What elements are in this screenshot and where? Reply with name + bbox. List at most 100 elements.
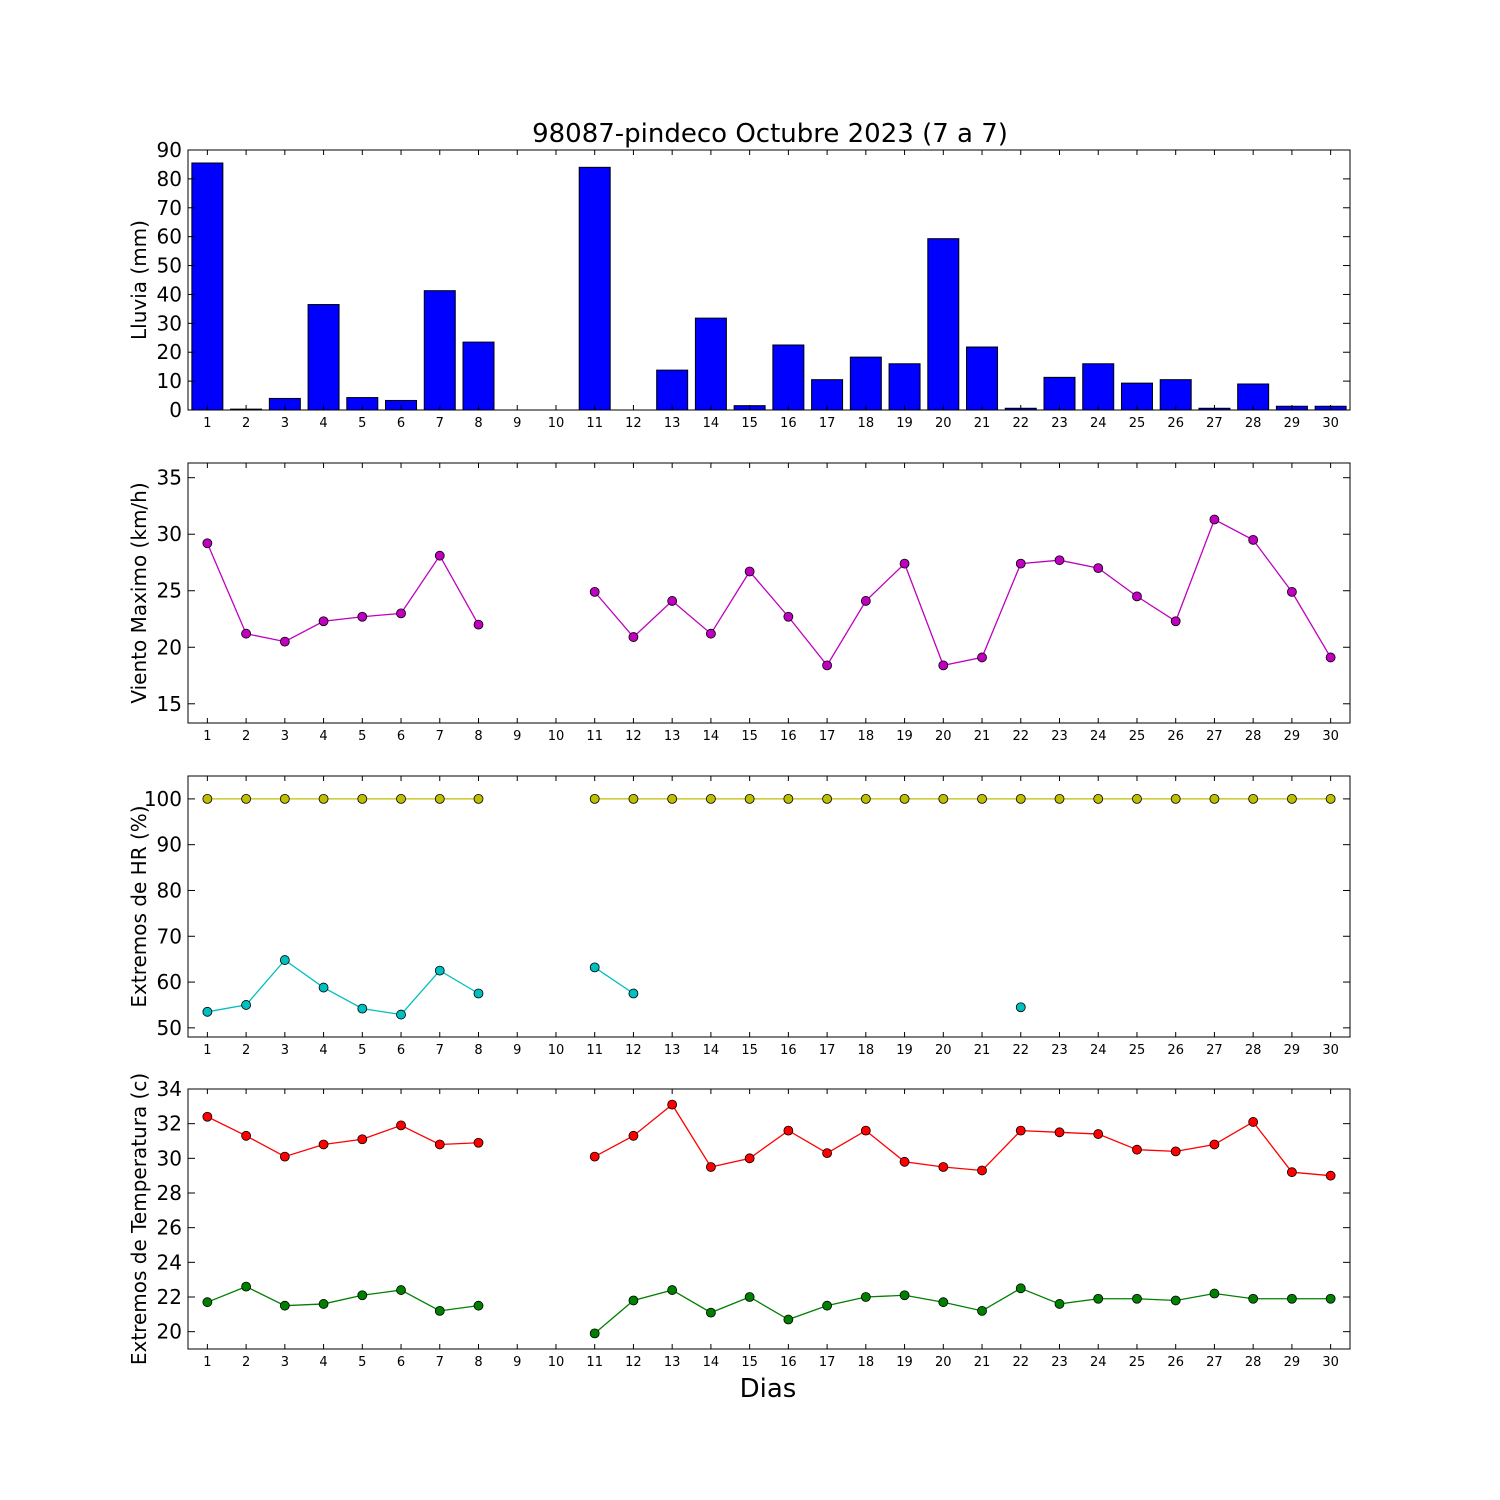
x-tick-label: 29 (1284, 1043, 1301, 1058)
series-2-point-day-13 (667, 1285, 678, 1295)
series-2-point-day-4 (318, 982, 329, 993)
series-2-point-day-29 (1287, 1293, 1297, 1304)
x-tick-label: 26 (1167, 1043, 1184, 1058)
series-2-line (594, 966, 634, 995)
x-tick-label: 18 (858, 416, 875, 431)
x-tick-label: 10 (548, 1355, 565, 1370)
series-2-point-day-26 (1170, 1295, 1181, 1306)
y-tick-label: 30 (157, 311, 182, 335)
series-1-point-day-23 (1054, 793, 1065, 804)
x-tick-label: 16 (780, 1043, 797, 1058)
x-tick-label: 11 (586, 416, 603, 431)
x-tick-label: 1 (203, 1355, 211, 1370)
series-2-point-day-8 (473, 1300, 484, 1311)
x-tick-label: 25 (1129, 1355, 1146, 1370)
series-2-point-day-18 (860, 1292, 871, 1302)
y-tick-label: 28 (157, 1181, 182, 1205)
x-tick-label: 9 (513, 1043, 521, 1058)
bar-day-7 (423, 290, 456, 410)
x-tick-label: 15 (741, 1355, 758, 1370)
series-1-point-day-18 (860, 793, 871, 804)
x-tick-label: 18 (858, 1043, 875, 1058)
series-2-point-day-22 (1015, 1283, 1026, 1294)
y-tick-label: 20 (157, 340, 182, 364)
series-2-point-day-30 (1325, 1293, 1336, 1304)
y-tick-label: 24 (157, 1250, 182, 1274)
x-tick-label: 12 (625, 416, 642, 431)
series-2-point-day-28 (1248, 1293, 1259, 1304)
y-tick-label: 50 (157, 254, 182, 278)
x-tick-label: 30 (1322, 729, 1339, 744)
x-tick-label: 21 (974, 1355, 991, 1370)
x-tick-label: 5 (358, 416, 366, 431)
series-2-line (207, 1285, 479, 1312)
series-1-point-day-16 (783, 793, 794, 804)
x-tick-label: 7 (436, 1043, 444, 1058)
y-tick-label: 80 (157, 167, 182, 191)
series-1-point-day-25 (1132, 591, 1142, 602)
x-tick-label: 2 (242, 416, 250, 431)
series-2-point-day-7 (434, 1305, 445, 1316)
y-tick-label: 60 (157, 225, 182, 249)
series-1-point-day-6 (396, 608, 406, 619)
x-tick-label: 29 (1284, 729, 1301, 744)
x-tick-label: 25 (1129, 1043, 1146, 1058)
x-tick-label: 11 (586, 729, 603, 744)
series-1-point-day-30 (1325, 793, 1336, 804)
panel-1: 1 2 3 4 5 6 7 8 9 10 11 12 13 14 15 16 17 18 19 20 21 22 23 24 2… (127, 138, 1351, 431)
series-1-point-day-27 (1209, 514, 1220, 525)
series-2-point-day-8 (473, 988, 484, 999)
x-tick-label: 12 (625, 1043, 642, 1058)
series-1-point-day-7 (434, 550, 445, 561)
x-tick-label: 22 (1012, 1355, 1029, 1370)
series-1-point-day-11 (589, 793, 600, 804)
x-tick-label: 10 (548, 416, 565, 431)
series-1-line (207, 1116, 479, 1158)
series-1-point-day-19 (899, 793, 910, 804)
x-tick-label: 17 (819, 416, 836, 431)
x-tick-label: 10 (548, 729, 565, 744)
panel-4: 1 2 3 4 5 6 7 8 9 10 11 12 13 14 15 16 17 18 19 20 21 22 23 24 2… (127, 1073, 1351, 1370)
x-tick-label: 9 (513, 729, 521, 744)
series-1-line (594, 1103, 1331, 1177)
series-1-point-day-3 (279, 1151, 290, 1162)
bar-day-8 (462, 341, 495, 410)
bar-day-3 (268, 397, 301, 410)
series-1-point-day-22 (1015, 1125, 1026, 1136)
x-tick-label: 4 (319, 1355, 327, 1370)
series-1-point-day-5 (357, 1134, 368, 1145)
series-1-point-day-21 (977, 1165, 987, 1176)
series-1-point-day-23 (1054, 1127, 1065, 1138)
series-1-point-day-1 (202, 793, 213, 804)
series-1-point-day-27 (1209, 793, 1220, 804)
x-tick-label: 27 (1206, 416, 1223, 431)
series-1-point-day-15 (744, 793, 755, 804)
x-tick-label: 30 (1322, 1043, 1339, 1058)
series-1-point-day-28 (1248, 1117, 1259, 1127)
panel-3: 1 2 3 4 5 6 7 8 9 10 11 12 13 14 15 16 17 18 19 20 21 22 23 24 2… (127, 775, 1351, 1058)
x-tick-label: 27 (1206, 729, 1223, 744)
series-2-point-day-17 (822, 1300, 832, 1311)
x-tick-label: 21 (974, 416, 991, 431)
series-1-point-day-18 (860, 1125, 871, 1136)
series-1-point-day-13 (667, 596, 678, 606)
x-tick-label: 5 (358, 729, 366, 744)
series-1-point-day-3 (279, 636, 290, 647)
x-tick-label: 14 (703, 729, 720, 744)
x-tick-label: 6 (397, 416, 405, 431)
series-2-point-day-23 (1054, 1299, 1065, 1309)
x-tick-label: 6 (397, 1043, 405, 1058)
series-1-point-day-17 (822, 1148, 832, 1159)
x-tick-label: 18 (858, 1355, 875, 1370)
x-tick-label: 5 (358, 1355, 366, 1370)
series-1-point-day-17 (822, 660, 832, 671)
series-2-point-day-19 (899, 1290, 910, 1301)
series-1-point-day-26 (1170, 793, 1181, 804)
series-1-point-day-14 (706, 793, 716, 804)
series-1-point-day-25 (1132, 793, 1142, 804)
y-tick-label: 20 (157, 1320, 182, 1344)
series-1-point-day-20 (938, 660, 949, 671)
y-tick-label: 30 (157, 1146, 182, 1170)
x-tick-label: 1 (203, 729, 211, 744)
